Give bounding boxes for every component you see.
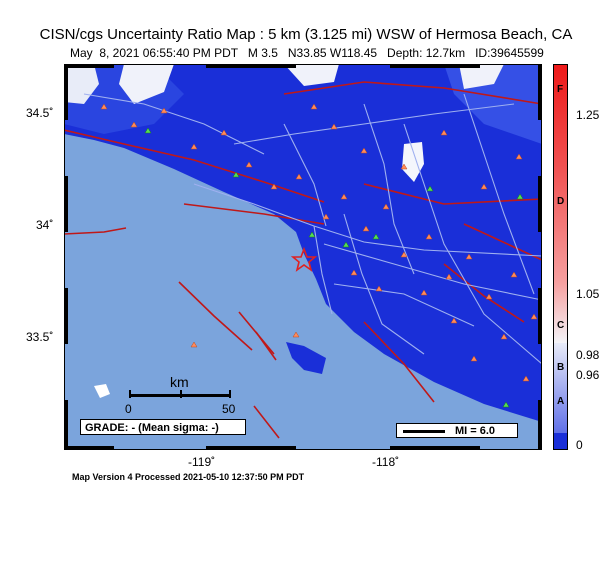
cb-value-0-96: 0.96 (576, 368, 600, 382)
lat-label-34: 34˚ (36, 218, 54, 232)
white-patch (402, 142, 424, 182)
stations-green (144, 127, 524, 408)
tick-bands (64, 64, 542, 450)
mi-legend: MI = 6.0 (396, 423, 518, 438)
cb-value-1-25: 1.25 (576, 108, 600, 122)
mi-text: MI = 6.0 (455, 425, 496, 437)
grade-a: A (557, 396, 565, 407)
map-title: CISN/cgs Uncertainty Ratio Map : 5 km (3… (39, 26, 573, 43)
san-clemente-island (94, 384, 110, 398)
catalina-island (286, 342, 326, 374)
epicenter-star (290, 246, 318, 272)
grade-d: D (557, 196, 565, 207)
white-patch (459, 64, 504, 89)
uncertainty-map[interactable] (64, 64, 542, 450)
map-canvas (64, 64, 542, 450)
fault-lines (64, 81, 542, 439)
grade-f: F (557, 84, 564, 95)
lon-label-118: -118˚ (372, 455, 400, 469)
cb-value-0-98: 0.98 (576, 348, 600, 362)
map-border (64, 64, 542, 450)
grade-c: C (557, 320, 565, 331)
stations-orange (100, 103, 538, 382)
lat-label-34-5: 34.5˚ (26, 106, 54, 120)
lat-label-33-5: 33.5˚ (26, 330, 54, 344)
scale-unit: km (170, 374, 189, 390)
white-patch (64, 64, 99, 104)
cb-value-0: 0 (576, 438, 583, 452)
white-patch (284, 64, 339, 86)
cb-value-1-05: 1.05 (576, 287, 600, 301)
grade-b: B (557, 362, 565, 373)
mi-line (403, 430, 445, 433)
grade-box: GRADE: - (Mean sigma: -) (80, 419, 246, 435)
lon-label-119: -119˚ (188, 455, 216, 469)
scale-start: 0 (125, 402, 132, 416)
map-version-footer: Map Version 4 Processed 2021-05-10 12:37… (72, 472, 305, 482)
road-network (83, 93, 542, 365)
white-patch (119, 64, 174, 104)
event-info: May 8, 2021 06:55:40 PM PDT M 3.5 N33.85… (70, 46, 544, 60)
ocean (64, 134, 542, 450)
uncertainty-colorbar (553, 64, 568, 450)
scale-end: 50 (222, 402, 236, 416)
scale-bar: km 0 50 (122, 372, 244, 416)
